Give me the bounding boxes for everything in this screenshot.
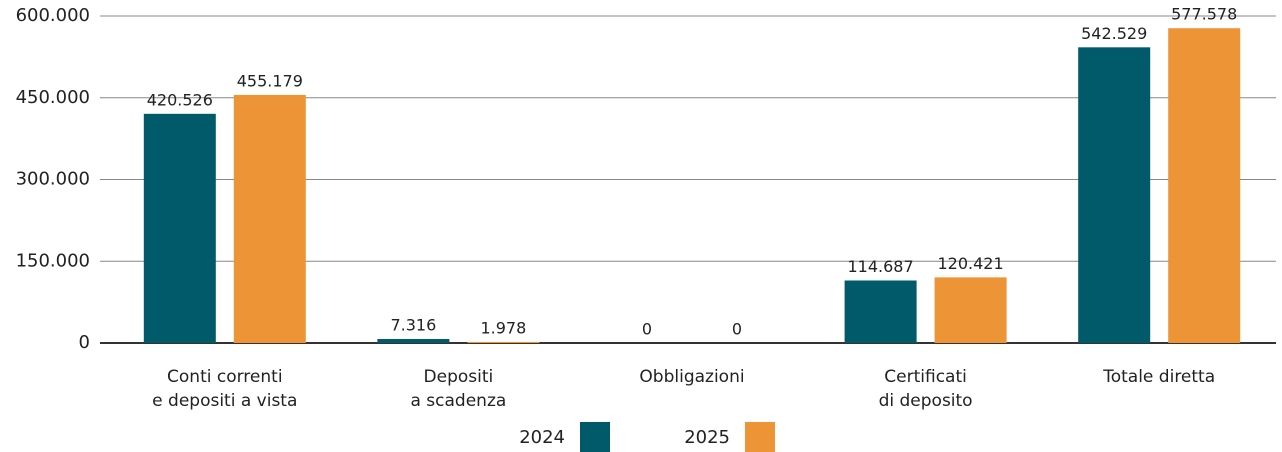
bar <box>844 280 917 343</box>
y-tick-label: 600.000 <box>16 5 90 26</box>
y-tick-label: 150.000 <box>16 250 90 271</box>
x-tick-label: Depositi a scadenza <box>410 367 506 411</box>
value-label: 542.529 <box>1081 24 1147 43</box>
legend-label: 2025 <box>684 427 730 448</box>
legend-swatch <box>580 422 610 452</box>
y-tick-label: 300.000 <box>16 169 90 190</box>
value-label: 0 <box>732 320 742 339</box>
value-label: 1.978 <box>480 318 526 337</box>
y-tick-label: 0 <box>79 332 90 353</box>
x-tick-label: Certificati di deposito <box>879 367 973 411</box>
value-label: 114.687 <box>848 257 914 276</box>
legend-label: 2024 <box>519 427 565 448</box>
bar <box>467 341 540 343</box>
legend-swatch <box>745 422 775 452</box>
value-label: 7.316 <box>390 316 436 335</box>
bar <box>1168 28 1241 343</box>
x-tick-label: Totale diretta <box>1102 367 1215 387</box>
value-label: 0 <box>642 320 652 339</box>
value-label: 120.421 <box>938 254 1004 273</box>
x-tick-label: Obbligazioni <box>639 367 744 387</box>
bar <box>377 339 450 343</box>
x-tick-label: Conti correnti e depositi a vista <box>152 367 297 411</box>
bar <box>1078 47 1151 344</box>
bar <box>233 94 306 343</box>
bar <box>143 113 216 344</box>
bar <box>934 277 1007 343</box>
value-label: 455.179 <box>237 71 303 90</box>
value-label: 420.526 <box>147 90 213 109</box>
value-label: 577.578 <box>1171 5 1237 24</box>
y-tick-label: 450.000 <box>16 87 90 108</box>
